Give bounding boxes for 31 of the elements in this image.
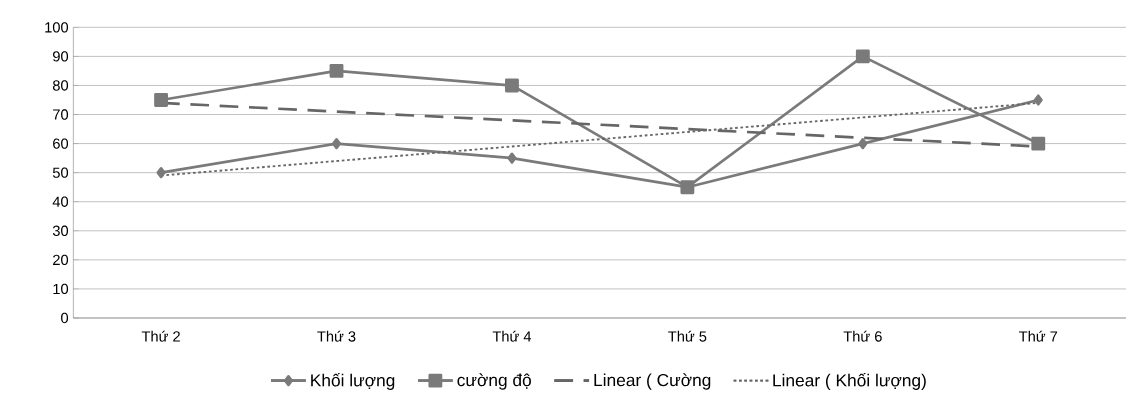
x-tick-label: Thứ 3 (317, 330, 356, 342)
point (331, 137, 342, 150)
point (1031, 136, 1046, 151)
y-tick-label: 100 (45, 22, 69, 33)
point (154, 93, 169, 107)
x-tick-label: Thứ 6 (843, 330, 882, 342)
legend-label: Linear ( Khối lượng) (773, 373, 926, 390)
point (855, 49, 870, 64)
y-tick-label: 10 (53, 283, 69, 295)
x-tick-label: Thứ 2 (141, 330, 180, 342)
x-tick-label: Thứ 7 (1019, 330, 1058, 342)
y-tick-label: 80 (52, 80, 69, 91)
y-tick-label: 60 (53, 138, 69, 149)
y-tick-label: 0 (61, 312, 69, 324)
legend-label: Khối lượng (311, 373, 395, 390)
y-tick-label: 70 (53, 109, 69, 120)
y-tick-label: 90 (53, 51, 69, 62)
y-tick-label: 50 (52, 167, 69, 178)
y-tick-label: 30 (52, 225, 69, 236)
x-tick-label: Thứ 4 (492, 330, 532, 342)
point (858, 137, 868, 150)
legend-label: Linear ( Cường (594, 373, 711, 390)
x-tick-label: Thứ 5 (668, 330, 707, 342)
point (1033, 94, 1043, 106)
y-tick-label: 20 (53, 254, 69, 266)
y-tick-label: 40 (52, 196, 69, 207)
point (329, 63, 344, 78)
point (507, 152, 517, 164)
point (156, 167, 166, 179)
point (505, 78, 519, 93)
legend-label: cường độ (457, 373, 531, 390)
